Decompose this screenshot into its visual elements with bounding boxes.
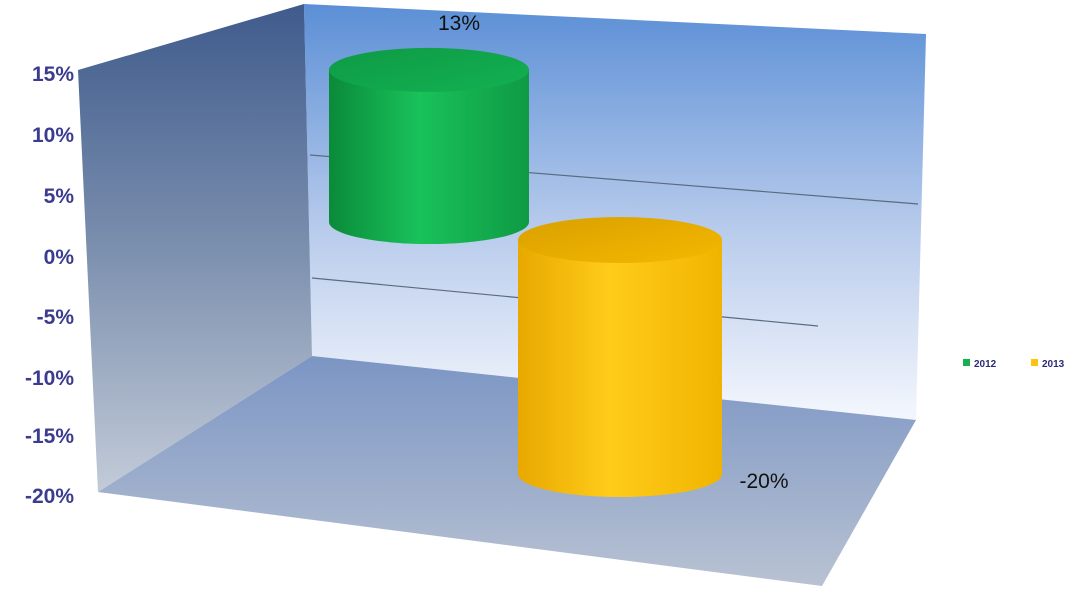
y-tick-label: -20% <box>25 485 74 508</box>
bar-2013-top <box>518 217 722 263</box>
legend-label-2013: 2013 <box>1042 359 1065 370</box>
legend-swatch-2012 <box>963 359 970 366</box>
bar-2013-body <box>518 240 722 497</box>
y-tick-label: 10% <box>32 124 74 147</box>
legend-swatch-2013 <box>1031 359 1038 366</box>
legend: 2012 2013 <box>963 359 1065 370</box>
y-tick-label: 5% <box>44 185 75 208</box>
y-axis: 15% 10% 5% 0% -5% -10% -15% -20% <box>25 63 74 508</box>
y-tick-label: -5% <box>37 306 75 329</box>
y-tick-label: -15% <box>25 425 74 448</box>
side-wall <box>78 4 312 492</box>
y-tick-label: 15% <box>32 63 74 86</box>
legend-label-2012: 2012 <box>974 359 997 370</box>
data-label-2012: 13% <box>438 12 480 35</box>
data-label-2013: -20% <box>739 470 788 493</box>
bar-2013 <box>518 217 722 497</box>
y-tick-label: -10% <box>25 367 74 390</box>
bar-2012 <box>329 47 529 245</box>
bar-2012-body <box>329 69 529 245</box>
bar-2012-top <box>329 47 529 92</box>
y-tick-label: 0% <box>44 246 75 269</box>
